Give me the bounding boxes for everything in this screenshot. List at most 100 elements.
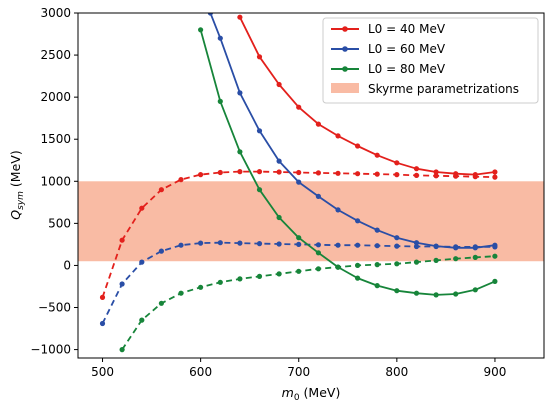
data-point: [433, 292, 439, 298]
data-point: [492, 169, 498, 175]
tick-layer: 500 600 700 800 900 −1000 −500 0 500 1000 1500 2000…: [30, 6, 506, 379]
data-point: [394, 243, 400, 249]
legend-marker-60: [342, 46, 348, 52]
data-point: [99, 294, 106, 300]
data-point: [492, 278, 498, 284]
data-point: [276, 241, 282, 247]
legend-marker-40: [342, 26, 348, 32]
legend-label-skyrme: Skyrme parametrizations: [368, 82, 519, 96]
legend-label-80: L0 = 80 MeV: [368, 62, 446, 76]
data-point: [335, 170, 341, 176]
y-tick-label: 2000: [40, 90, 71, 104]
data-point: [374, 243, 380, 249]
y-axis-title: Qsym (MeV): [8, 150, 26, 219]
series-line: [239, 16, 496, 176]
data-point: [472, 174, 478, 180]
data-point: [119, 237, 125, 243]
data-point: [256, 169, 263, 175]
data-point: [296, 179, 302, 185]
data-point: [139, 259, 145, 265]
series-0: [237, 14, 498, 178]
x-tick-label: 800: [385, 365, 408, 379]
plot-frame: [77, 12, 545, 359]
data-point: [276, 169, 282, 175]
legend-label-40: L0 = 40 MeV: [368, 22, 446, 36]
data-point: [158, 248, 164, 254]
y-tick-label: −500: [38, 301, 71, 315]
data-point: [178, 290, 184, 296]
series-3: [99, 240, 498, 327]
data-point: [296, 235, 302, 241]
data-point: [413, 243, 420, 250]
data-point: [355, 275, 361, 281]
data-point: [178, 242, 184, 248]
x-axis-title: m0 (MeV): [282, 385, 341, 403]
series-layer: [99, 13, 498, 353]
data-point: [276, 81, 282, 88]
data-point: [315, 266, 321, 272]
data-point: [256, 54, 263, 60]
data-point: [413, 240, 420, 246]
data-point: [472, 244, 478, 250]
y-tick-label: 2500: [40, 48, 71, 62]
data-point: [315, 121, 321, 127]
x-tick-label: 500: [91, 365, 114, 379]
data-point: [315, 250, 321, 256]
series-1: [99, 169, 498, 300]
y-tick-label: −1000: [30, 343, 71, 357]
data-point: [256, 128, 263, 134]
data-point: [237, 149, 243, 155]
data-point: [394, 288, 400, 294]
data-point: [453, 173, 459, 179]
data-point: [237, 276, 243, 282]
data-point: [296, 241, 302, 247]
legend-marker-80: [342, 66, 348, 72]
data-point: [492, 244, 498, 250]
data-point: [355, 242, 361, 248]
data-point: [413, 290, 420, 296]
data-point: [237, 14, 243, 20]
data-point: [472, 254, 478, 260]
data-point: [276, 158, 282, 164]
y-tick-label: 1000: [40, 174, 71, 188]
data-point: [217, 169, 223, 176]
data-point: [355, 143, 361, 149]
data-point: [453, 291, 459, 297]
x-tick-label: 700: [287, 365, 310, 379]
data-point: [198, 284, 204, 290]
data-point: [217, 279, 223, 285]
data-point: [413, 166, 420, 172]
data-point: [296, 104, 302, 110]
data-point: [217, 98, 223, 104]
data-point: [207, 13, 213, 16]
data-point: [453, 244, 459, 250]
data-point: [139, 205, 145, 211]
data-point: [374, 171, 380, 177]
data-point: [237, 90, 243, 96]
data-point: [217, 240, 223, 246]
data-point: [472, 287, 478, 293]
data-point: [453, 256, 459, 262]
data-point: [296, 268, 302, 274]
data-point: [139, 317, 145, 323]
data-point: [237, 169, 243, 175]
data-point: [217, 35, 223, 41]
data-point: [119, 281, 125, 287]
legend-box: [322, 17, 539, 104]
data-point: [355, 171, 361, 177]
data-point: [433, 169, 439, 175]
data-point: [394, 172, 400, 178]
x-tick-label: 900: [483, 365, 506, 379]
data-point: [433, 173, 439, 179]
y-tick-label: 0: [63, 258, 71, 272]
legend-label-60: L0 = 60 MeV: [368, 42, 446, 56]
data-point: [335, 264, 341, 270]
data-point: [394, 235, 400, 241]
data-point: [296, 169, 302, 176]
data-point: [276, 214, 282, 221]
data-point: [198, 27, 204, 33]
data-point: [99, 320, 106, 327]
data-point: [374, 152, 380, 158]
data-point: [492, 174, 498, 180]
y-tick-label: 500: [48, 216, 71, 230]
